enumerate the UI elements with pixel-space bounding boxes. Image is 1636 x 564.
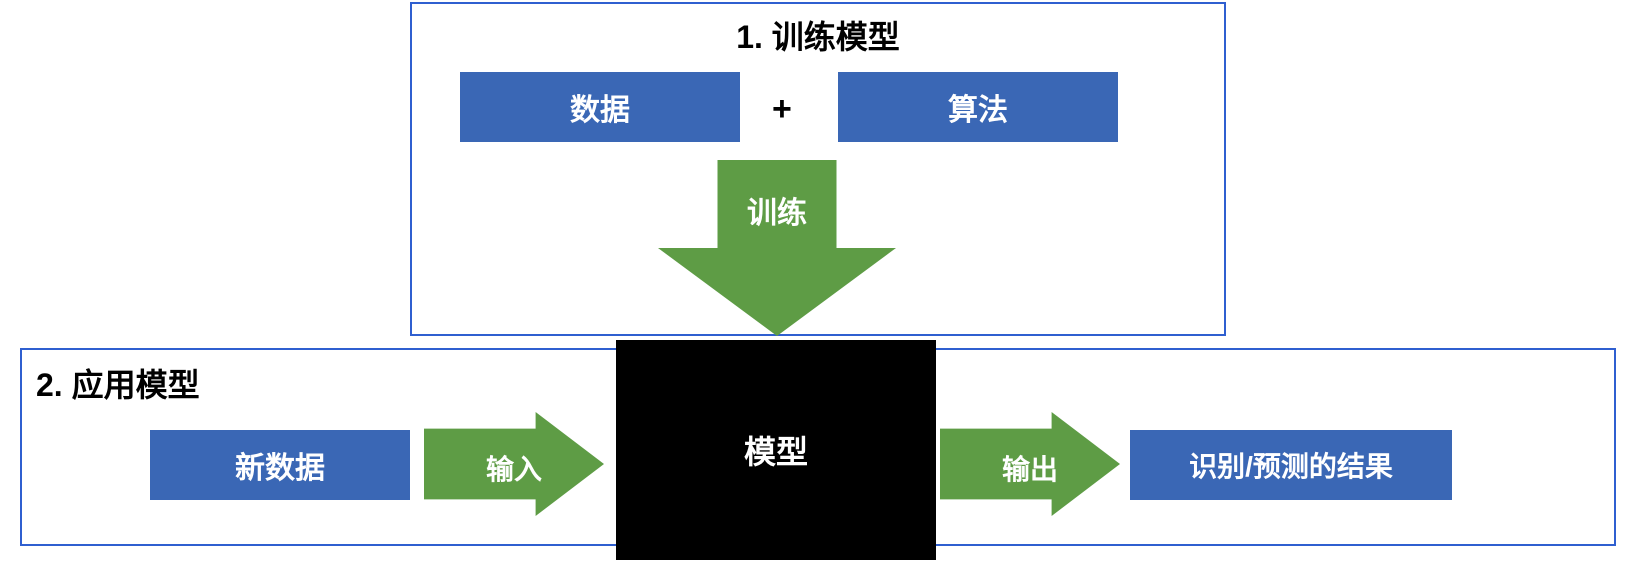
arrow-output-right: 输出	[940, 412, 1120, 516]
box-newdata-label: 新数据	[235, 443, 325, 487]
box-model: 模型	[616, 340, 936, 560]
panel-train-title: 1. 训练模型	[412, 12, 1224, 58]
arrow-input-right: 输入	[424, 412, 604, 516]
arrow-train-label: 训练	[658, 188, 896, 232]
arrow-down-icon	[658, 160, 896, 336]
box-data: 数据	[460, 72, 740, 142]
panel-apply-title: 2. 应用模型	[36, 360, 200, 406]
arrow-train-down: 训练	[658, 160, 896, 336]
box-result-label: 识别/预测的结果	[1189, 445, 1393, 485]
box-result: 识别/预测的结果	[1130, 430, 1452, 500]
box-model-label: 模型	[744, 427, 808, 473]
arrow-output-label: 输出	[940, 448, 1120, 488]
box-algorithm: 算法	[838, 72, 1118, 142]
plus-symbol: +	[772, 90, 792, 129]
diagram-canvas: 2. 应用模型 1. 训练模型 数据 算法 新数据 识别/预测的结果 + 训练 …	[0, 0, 1636, 564]
arrow-input-label: 输入	[424, 448, 604, 488]
box-data-label: 数据	[570, 85, 630, 129]
box-algo-label: 算法	[948, 85, 1008, 129]
box-new-data: 新数据	[150, 430, 410, 500]
